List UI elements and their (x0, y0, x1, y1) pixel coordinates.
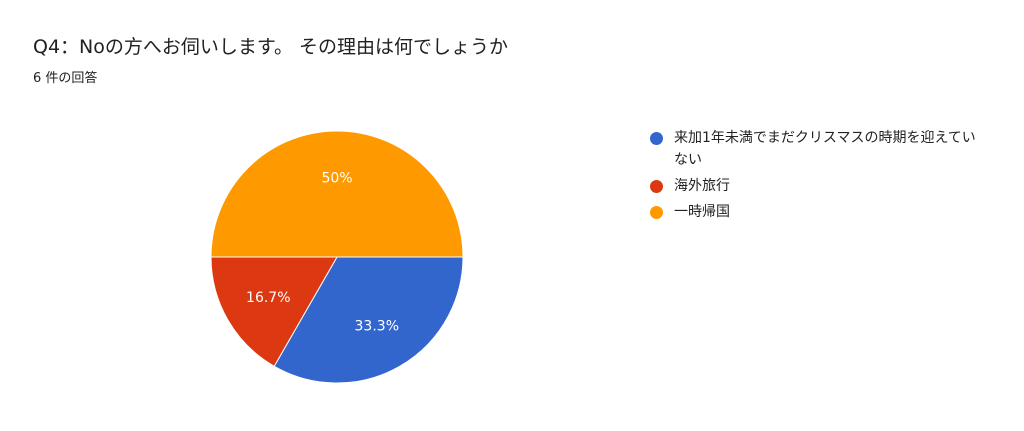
response-count: 6 件の回答 (33, 71, 98, 86)
legend-label: 来加1年未満でまだクリスマスの時期を迎えていない (674, 130, 976, 168)
legend-item-2[interactable]: 一時帰国 (648, 201, 988, 223)
pie-slice-label-2: 50% (321, 171, 352, 187)
legend-dot-icon (650, 132, 663, 145)
pie-slices (210, 130, 464, 384)
legend-dot-icon (650, 180, 663, 193)
pie-labels: 33.3% 16.7% 50% (246, 171, 399, 335)
pie-slice-label-1: 16.7% (246, 290, 290, 306)
chart-legend: 来加1年未満でまだクリスマスの時期を迎えていない海外旅行一時帰国 (648, 127, 988, 227)
legend-label: 一時帰国 (674, 204, 730, 220)
legend-label: 海外旅行 (674, 178, 730, 194)
page-title: Q4：Noの方へお伺いします。 その理由は何でしょうか (33, 36, 509, 58)
pie-slice-2[interactable] (210, 130, 464, 258)
legend-item-0[interactable]: 来加1年未満でまだクリスマスの時期を迎えていない (648, 127, 988, 171)
pie-slice-0[interactable] (273, 256, 464, 384)
legend-dot-icon (650, 206, 663, 219)
pie-slice-label-0: 33.3% (355, 319, 399, 335)
pie-slice-1[interactable] (210, 256, 338, 367)
legend-item-1[interactable]: 海外旅行 (648, 175, 988, 197)
